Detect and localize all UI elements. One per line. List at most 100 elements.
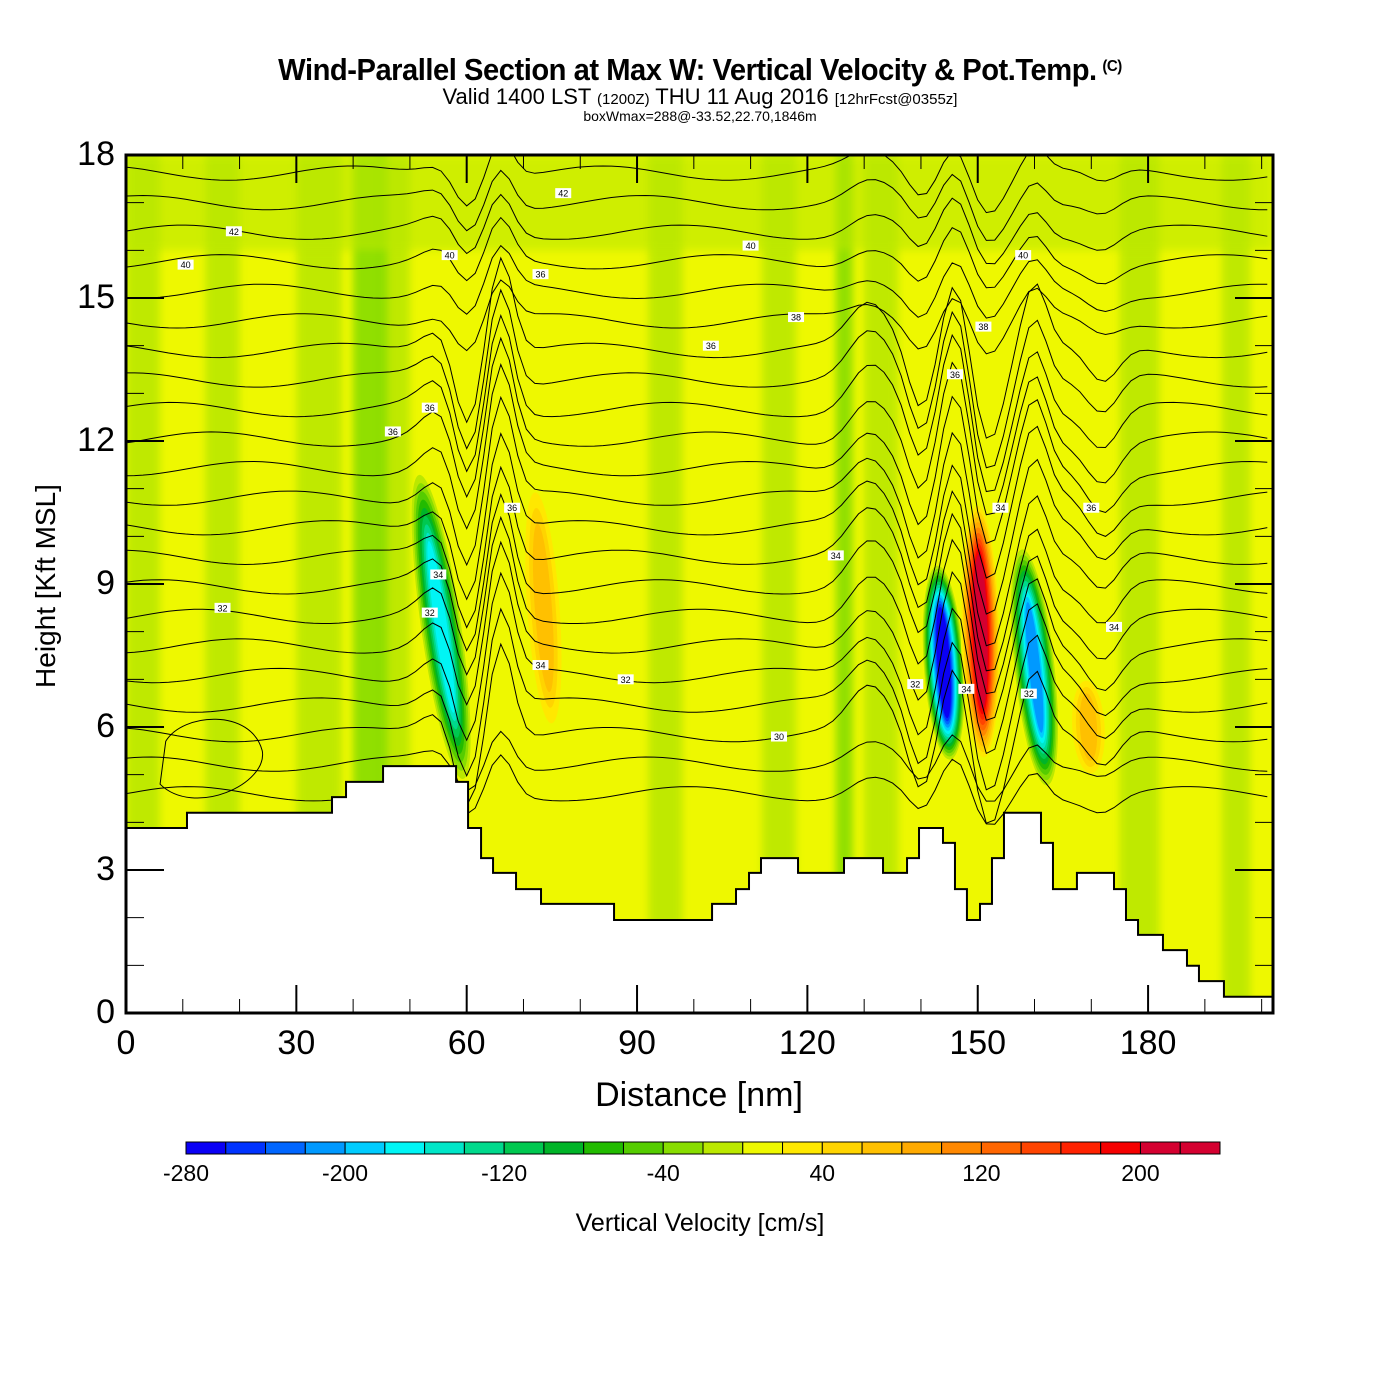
draft-contour-fill	[1025, 602, 1044, 733]
theta-contour	[126, 607, 1268, 791]
colorbar-swatch	[1020, 1141, 1062, 1155]
contour-label-text: 34	[961, 684, 971, 694]
y-tick-label: 12	[77, 421, 115, 459]
colorbar-tick-label: 200	[1121, 1160, 1160, 1186]
contour-label: 36	[384, 426, 401, 437]
contour-label-box	[555, 188, 572, 199]
contour-label: 42	[555, 188, 572, 199]
x-axis-label: Distance [nm]	[595, 1076, 803, 1114]
chart-title: Wind-Parallel Section at Max W: Vertical…	[42, 52, 1358, 88]
contour-label-box	[770, 731, 787, 742]
colorbar-swatch	[185, 1141, 227, 1155]
theta-contour	[126, 279, 1268, 355]
terrain-profile	[125, 765, 1274, 1014]
theta-contour	[126, 730, 1268, 802]
theta-contour	[126, 256, 1268, 439]
contour-label-box	[702, 340, 719, 351]
x-tick-label: 150	[949, 1024, 1007, 1062]
colorbar-swatch	[1100, 1141, 1141, 1155]
contour-label-text: 36	[536, 270, 546, 280]
axis-ticks	[125, 154, 1273, 1014]
contour-label: 34	[992, 502, 1009, 513]
contour-label: 40	[177, 259, 194, 270]
colorbar-swatch	[1179, 1141, 1221, 1155]
contour-label-box	[214, 602, 231, 613]
contour-label-box	[430, 569, 447, 580]
contour-label-box	[947, 369, 964, 380]
contour-label-box	[975, 321, 992, 332]
contour-label-text: 32	[425, 608, 435, 618]
colorbar-swatch	[543, 1141, 585, 1155]
contour-label-text: 34	[831, 551, 841, 561]
box-wmax-info: boxWmax=288@-33.52,22.70,1846m	[583, 108, 817, 124]
contour-label: 40	[1015, 250, 1032, 261]
theta-contour	[126, 362, 1268, 544]
colorbar-swatch	[424, 1141, 465, 1155]
draft-contour-fill	[974, 559, 987, 704]
contour-label-box	[992, 502, 1009, 513]
theta-contour	[126, 395, 1268, 579]
contour-label-text: 36	[950, 370, 960, 380]
contour-label: 32	[1020, 688, 1037, 699]
colorbar-tick-label: -40	[646, 1160, 680, 1186]
contour-label: 36	[532, 269, 549, 280]
theta-contour-closed	[159, 718, 263, 799]
contour-label-text: 34	[1109, 622, 1119, 632]
colorbar-swatch	[662, 1141, 704, 1155]
contour-label-text: 36	[388, 427, 398, 437]
theta-contour	[126, 193, 1268, 265]
copyright-mark: (C)	[1102, 58, 1122, 75]
colorbar-swatch	[782, 1141, 823, 1155]
theta-contour	[126, 288, 1268, 469]
contour-label: 32	[214, 602, 231, 613]
contour-label: 36	[947, 369, 964, 380]
x-tick-label: 60	[447, 1024, 486, 1062]
contour-label-text: 40	[1018, 251, 1028, 261]
theta-contour	[126, 336, 1268, 516]
colorbar-swatch	[384, 1141, 426, 1155]
contour-labels: 42 40 42 40 36 40 38 36 40 38 36 36 36 36 34 36 34 34 32 32…	[177, 188, 1123, 742]
theta-contour	[126, 216, 1268, 289]
colorbar-swatch	[463, 1141, 505, 1155]
colorbar-swatch	[861, 1141, 903, 1155]
theta-contour	[126, 432, 1268, 615]
contour-label: 34	[827, 550, 844, 561]
contour-label: 36	[1083, 502, 1100, 513]
theta-contour	[126, 515, 1268, 695]
contour-label-text: 40	[181, 260, 191, 270]
colorbar	[185, 1141, 1221, 1155]
colorbar-swatch	[821, 1141, 863, 1155]
x-tick-label: 120	[779, 1024, 836, 1062]
theta-contour	[126, 313, 1268, 493]
contour-label: 40	[441, 250, 458, 261]
colorbar-label: Vertical Velocity [cm/s]	[575, 1209, 825, 1237]
colorbar-swatch	[742, 1141, 784, 1155]
colorbar-tick-label: -120	[481, 1160, 528, 1186]
colorbar-tick-label: 40	[809, 1160, 836, 1186]
contour-label-text: 34	[536, 661, 546, 671]
contour-label-box	[827, 550, 844, 561]
colorbar-swatch	[702, 1141, 744, 1155]
contour-label-box	[1083, 502, 1100, 513]
contour-label: 32	[907, 679, 924, 690]
contour-label-box	[177, 259, 194, 270]
contour-label-text: 38	[791, 313, 801, 323]
contour-label-text: 36	[507, 503, 517, 513]
y-tick-label: 9	[96, 564, 115, 602]
contour-label-text: 30	[774, 732, 784, 742]
contour-label-text: 42	[229, 227, 239, 237]
field-band	[835, 155, 853, 1013]
y-tick-label: 15	[77, 278, 115, 316]
colorbar-swatch	[503, 1141, 545, 1155]
contour-label-box	[907, 679, 924, 690]
colorbar-tick-label: -280	[162, 1160, 210, 1186]
colorbar-swatch	[1139, 1141, 1181, 1155]
subtitle-utc: (1200Z)	[597, 91, 650, 108]
colorbar-swatch	[583, 1141, 624, 1155]
contour-label: 40	[742, 240, 759, 251]
subtitle-valid: Valid 1400 LST	[442, 84, 591, 109]
colorbar-swatch	[1060, 1141, 1102, 1155]
contour-label-box	[1015, 250, 1032, 261]
y-tick-label: 3	[96, 850, 115, 888]
contour-label-box	[421, 607, 438, 618]
